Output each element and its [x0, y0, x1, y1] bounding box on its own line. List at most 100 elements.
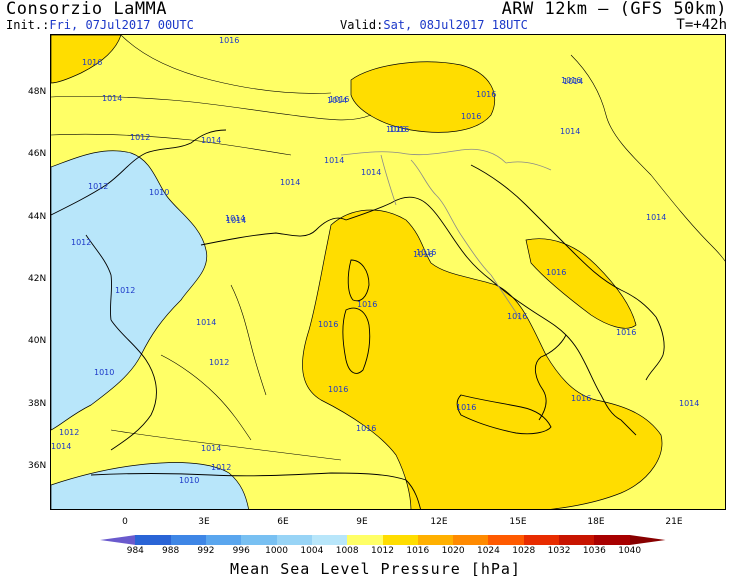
isobar-label: 1016 — [389, 125, 409, 134]
colorbar-tick-label: 1012 — [371, 546, 394, 556]
isobar-label: 1014 — [327, 96, 347, 105]
colorbar-swatch — [629, 535, 666, 545]
colorbar-tick-label: 992 — [197, 546, 215, 556]
isobar-label: 1016 — [357, 300, 377, 309]
isobar-label: 1016 — [546, 268, 566, 277]
colorbar-swatch — [488, 535, 525, 545]
isobar-label: 1016 — [329, 95, 349, 104]
borders — [340, 148, 552, 321]
isobar-lines — [51, 35, 725, 461]
lat-label-40n: 40N — [28, 336, 47, 346]
isobar-label: 1016 — [413, 250, 433, 259]
colorbar-tick-label: 1008 — [335, 546, 359, 556]
isobar-label: 1010 — [149, 188, 169, 197]
isobar-label: 1016 — [571, 394, 591, 403]
isobar-label: 1016 — [476, 90, 496, 99]
isobar-label: 1010 — [179, 476, 199, 485]
isobar-label: 1014 — [51, 442, 71, 451]
lon-label-6e: 6E — [277, 517, 289, 527]
colorbar-swatch — [311, 535, 348, 545]
isobar-label: 1014 — [201, 136, 221, 145]
lon-label-0: 0 — [122, 517, 128, 527]
colorbar-tick-label: 1028 — [512, 546, 536, 556]
isobar-label: 1014 — [226, 216, 246, 225]
valid-value: Sat, 08Jul2017 18UTC — [383, 18, 528, 32]
colorbar-tick-label: 984 — [126, 546, 144, 556]
isobar-label: 1016 — [507, 312, 527, 321]
colorbar-tick-label: 988 — [162, 546, 180, 556]
pressure-colorbar — [100, 535, 666, 545]
lead-time: T=+42h — [676, 17, 727, 33]
isobar-label: 1016 — [356, 424, 376, 433]
isobar-label: 1016 — [461, 112, 481, 121]
colorbar-tick-label: 1032 — [547, 546, 571, 556]
isobar-label: 1016 — [82, 58, 102, 67]
isobar-label: 1014 — [560, 127, 580, 136]
isobar-label: 1016 — [416, 248, 436, 257]
isobar-label: 1016 — [456, 403, 476, 412]
colorbar-swatch — [135, 535, 172, 545]
isobar-label: 1016 — [386, 125, 406, 134]
isobar-label: 1010 — [94, 368, 114, 377]
colorbar-swatch — [453, 535, 489, 545]
colorbar-tick-label: 1024 — [476, 546, 500, 556]
lon-label-21e: 21E — [665, 517, 683, 527]
model-title: ARW 12km – (GFS 50km) — [501, 0, 727, 19]
colorbar-swatch — [241, 535, 278, 545]
colorbar-swatch — [382, 535, 419, 545]
lat-label-42n: 42N — [28, 274, 47, 284]
isobar-label: 1012 — [211, 463, 231, 472]
isobar-label: 1016 — [219, 36, 239, 45]
isobar-label: 1014 — [679, 399, 699, 408]
isobar-label: 1014 — [280, 178, 300, 187]
lat-label-48n: 48N — [28, 87, 47, 97]
isobar-label: 1012 — [59, 428, 79, 437]
colorbar-swatch — [100, 535, 136, 545]
colorbar-tick-label: 1036 — [582, 546, 606, 556]
colorbar-swatch — [594, 535, 631, 545]
high-pressure-zone-tyrrhenian — [302, 209, 663, 509]
isobar-label: 1014 — [196, 318, 216, 327]
isobar-label: 1016 — [328, 385, 348, 394]
lon-label-18e: 18E — [587, 517, 605, 527]
isobar-label: 1014 — [646, 213, 666, 222]
colorbar-swatch — [347, 535, 383, 545]
isobar-label: 1014 — [225, 214, 245, 223]
lon-label-9e: 9E — [356, 517, 368, 527]
isobar-labels: 1016 1016 1014 1014 1012 1012 1010 1014 … — [51, 36, 699, 485]
colorbar-tick-label: 1016 — [406, 546, 430, 556]
colorbar-tick-label: 1040 — [618, 546, 642, 556]
colorbar-swatch — [205, 535, 242, 545]
isobar-label: 1014 — [361, 168, 381, 177]
colorbar-tick-label: 1000 — [265, 546, 289, 556]
map-svg: 1016 1016 1014 1014 1012 1012 1010 1014 … — [51, 35, 725, 509]
colorbar-swatch — [276, 535, 313, 545]
isobar-label: 1016 — [318, 320, 338, 329]
isobar-label: 1014 — [324, 156, 344, 165]
colorbar-title: Mean Sea Level Pressure [hPa] — [230, 560, 521, 578]
init-label: Init.: — [6, 18, 50, 32]
isobar-label: 1012 — [71, 238, 91, 247]
isobar-label: 1012 — [88, 182, 108, 191]
colorbar-tick-label: 1020 — [441, 546, 465, 556]
colorbar-swatch — [417, 535, 454, 545]
high-pressure-zone-adriatic — [525, 238, 637, 329]
lon-label-12e: 12E — [430, 517, 448, 527]
isobar-label: 1016 — [616, 328, 636, 337]
pressure-map: 1016 1016 1014 1014 1012 1012 1010 1014 … — [50, 34, 726, 510]
isobar-label: 1012 — [130, 133, 150, 142]
lon-label-3e: 3E — [198, 517, 210, 527]
isobar-label: 1016 — [561, 76, 581, 85]
isobar-label: 1012 — [115, 286, 135, 295]
isobar-label: 1014 — [201, 444, 221, 453]
lat-label-44n: 44N — [28, 212, 47, 222]
isobar-label: 1014 — [563, 77, 583, 86]
isobar-label: 1014 — [102, 94, 122, 103]
colorbar-tick-label: 996 — [232, 546, 250, 556]
colorbar-swatch — [523, 535, 560, 545]
lat-label-46n: 46N — [28, 149, 47, 159]
init-value: Fri, 07Jul2017 00UTC — [49, 18, 194, 32]
org-title: Consorzio LaMMA — [6, 0, 168, 19]
colorbar-tick-label: 1004 — [300, 546, 324, 556]
colorbar-swatch — [559, 535, 595, 545]
